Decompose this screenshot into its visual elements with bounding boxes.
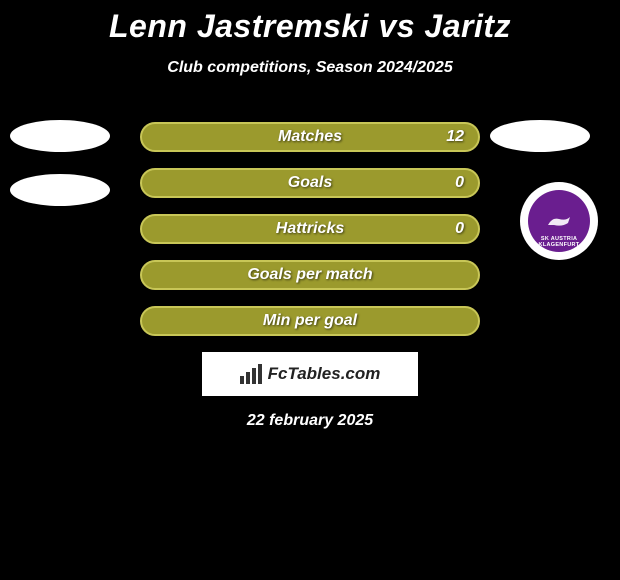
stat-bar-gpm: Goals per match — [140, 260, 480, 290]
stat-label: Matches — [278, 128, 342, 146]
subtitle: Club competitions, Season 2024/2025 — [0, 59, 620, 77]
stat-value: 0 — [455, 220, 464, 238]
stat-label: Hattricks — [276, 220, 344, 238]
date-label: 22 february 2025 — [0, 412, 620, 430]
stat-label: Goals — [288, 174, 332, 192]
stat-label: Min per goal — [263, 312, 357, 330]
stat-bar-hattricks: Hattricks 0 — [140, 214, 480, 244]
bars-icon — [240, 364, 262, 384]
stat-bar-goals: Goals 0 — [140, 168, 480, 198]
stat-bar-mpg: Min per goal — [140, 306, 480, 336]
stat-value: 12 — [446, 128, 464, 146]
stat-value: 0 — [455, 174, 464, 192]
page-title: Lenn Jastremski vs Jaritz — [0, 0, 620, 45]
stats-bars: Matches 12 Goals 0 Hattricks 0 Goals per… — [0, 122, 620, 430]
brand-box[interactable]: FcTables.com — [202, 352, 418, 396]
brand-text: FcTables.com — [268, 364, 381, 384]
stat-label: Goals per match — [247, 266, 372, 284]
stat-bar-matches: Matches 12 — [140, 122, 480, 152]
